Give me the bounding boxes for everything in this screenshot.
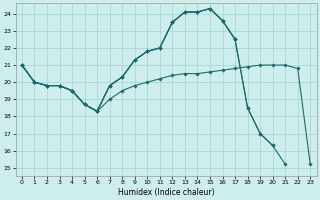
X-axis label: Humidex (Indice chaleur): Humidex (Indice chaleur) — [118, 188, 214, 197]
